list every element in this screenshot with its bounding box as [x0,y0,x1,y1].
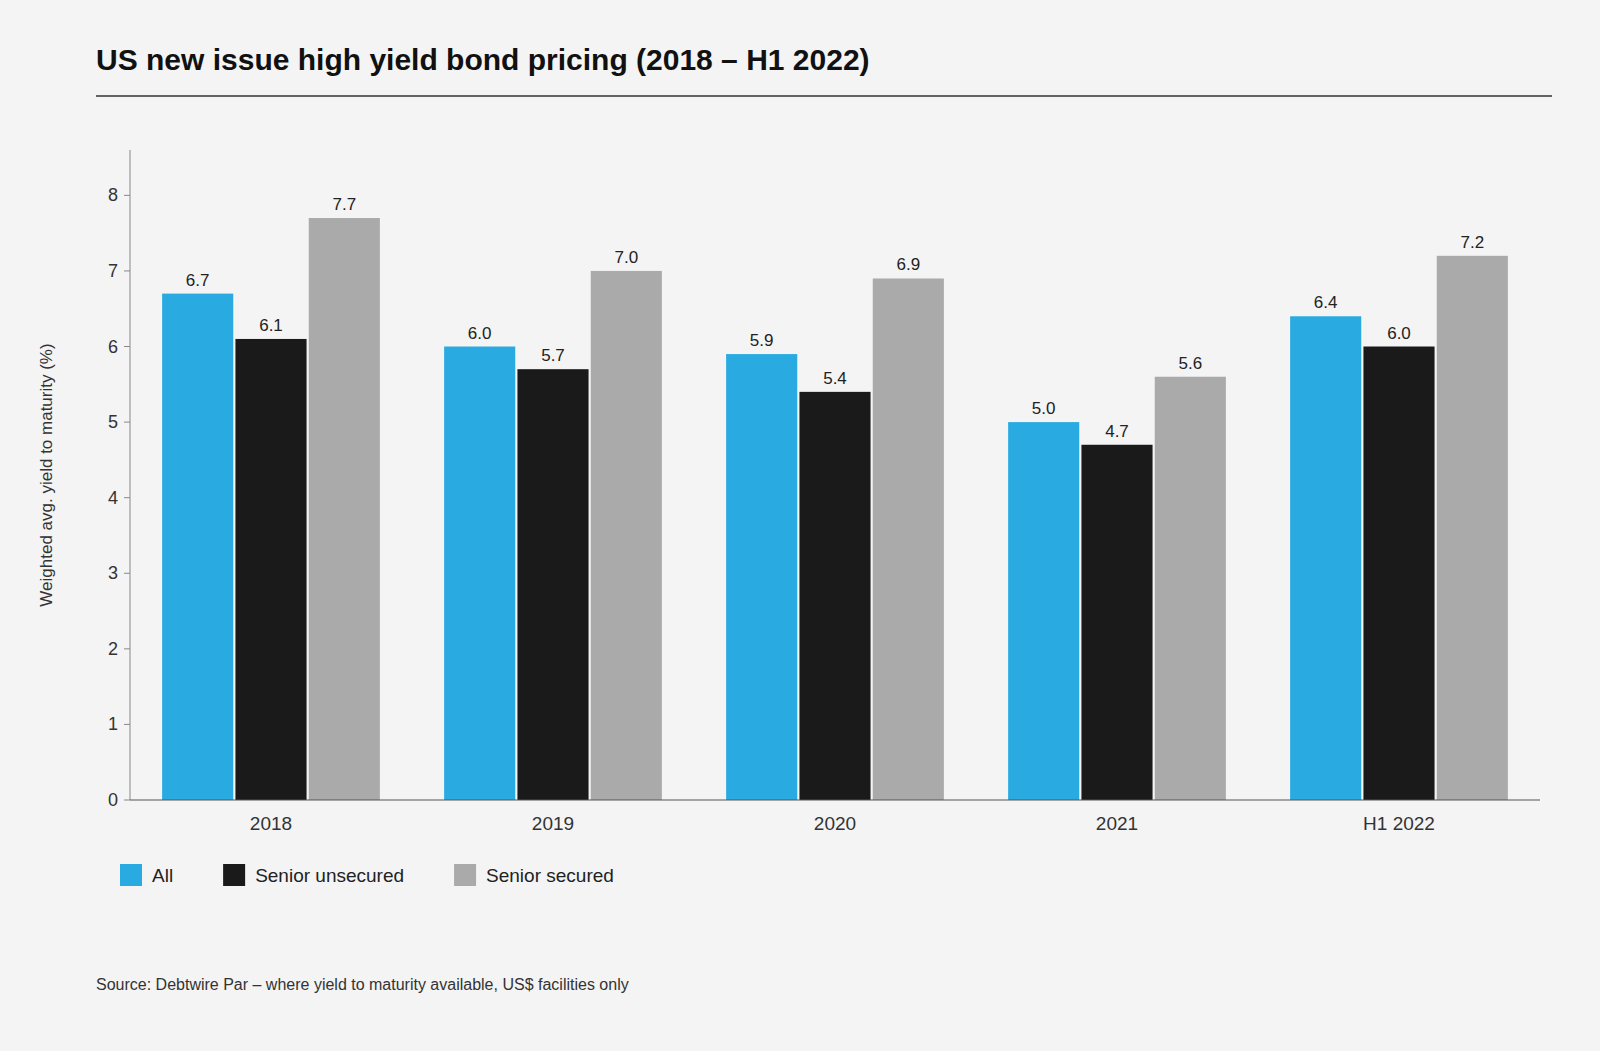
y-tick-label: 7 [108,261,118,281]
data-label: 5.4 [823,369,847,388]
legend-swatch [120,864,142,886]
y-tick [124,195,130,196]
data-label: 5.9 [750,331,774,350]
y-tick-label: 5 [108,412,118,432]
bar [1437,256,1508,800]
y-tick-label: 4 [108,488,118,508]
title: US new issue high yield bond pricing (20… [96,43,870,76]
data-label: 5.0 [1032,399,1056,418]
y-tick [124,573,130,574]
bar [1363,347,1434,800]
y-tick-label: 1 [108,714,118,734]
x-tick-label: 2019 [532,813,574,834]
y-tick [124,648,130,649]
y-tick-label: 6 [108,337,118,357]
data-label: 6.4 [1314,293,1338,312]
y-tick-label: 0 [108,790,118,810]
data-label: 5.6 [1178,354,1202,373]
y-tick-label: 2 [108,639,118,659]
data-label: 7.2 [1460,233,1484,252]
data-label: 6.9 [896,255,920,274]
bar [1081,445,1152,800]
x-tick-label: 2020 [814,813,856,834]
legend-label: All [152,865,173,886]
y-tick-label: 3 [108,563,118,583]
y-axis-label: Weighted avg. yield to maturity (%) [37,343,56,606]
legend-swatch [454,864,476,886]
data-label: 7.0 [614,248,638,267]
chart: US new issue high yield bond pricing (20… [0,0,1600,1051]
y-tick [124,724,130,725]
bar [1290,316,1361,800]
x-tick-label: H1 2022 [1363,813,1435,834]
y-tick [124,497,130,498]
bar [309,218,380,800]
y-tick-label: 8 [108,185,118,205]
y-tick [124,346,130,347]
bar [873,278,944,800]
data-label: 4.7 [1105,422,1129,441]
legend-swatch [223,864,245,886]
data-label: 7.7 [332,195,356,214]
y-tick [124,800,130,801]
annotation: Source: Debtwire Par – where yield to ma… [96,976,629,993]
bar [799,392,870,800]
bar [162,294,233,800]
bar [1155,377,1226,800]
bar [591,271,662,800]
legend-label: Senior unsecured [255,865,404,886]
bar [726,354,797,800]
legend: All Senior unsecured Senior secured [120,864,614,886]
data-label: 6.1 [259,316,283,335]
legend-label: Senior secured [486,865,614,886]
data-label: 6.0 [1387,324,1411,343]
data-labels: 6.7 6.0 5.9 5.0 6.4 6.1 5.7 5.4 4.7 6.0 7.7 7.0 6.9 5… [186,195,1484,441]
x-tick-label: 2021 [1096,813,1138,834]
bar [517,369,588,800]
bar [444,347,515,800]
data-label: 6.7 [186,271,210,290]
title-rule [96,95,1552,97]
x-tick-label: 2018 [250,813,292,834]
chart-container: US new issue high yield bond pricing (20… [0,0,1600,1051]
y-tick [124,270,130,271]
data-label: 5.7 [541,346,565,365]
y-axis-line [130,150,131,800]
bar [235,339,306,800]
x-axis-line [130,799,1540,800]
background [0,0,1600,1051]
bar [1008,422,1079,800]
data-label: 6.0 [468,324,492,343]
y-tick [124,422,130,423]
bars [162,218,1508,800]
